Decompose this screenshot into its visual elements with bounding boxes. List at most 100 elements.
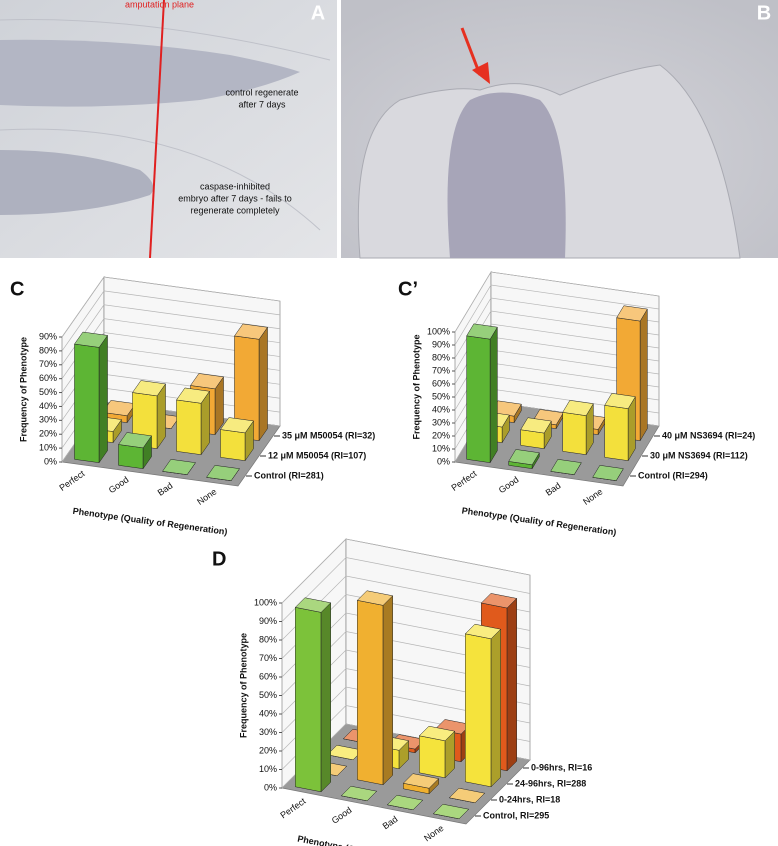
bar (464, 623, 502, 788)
x-axis-label: Phenotype (Quality of Regeneration) (72, 506, 228, 537)
x-tick-label: Bad (544, 480, 563, 497)
bar (432, 803, 470, 820)
bar (466, 323, 498, 464)
bar-face (432, 803, 470, 820)
bar-face (616, 305, 648, 322)
legend-label: 0-24hrs, RI=18 (499, 794, 560, 804)
bar-face (465, 633, 492, 788)
y-tick-label: 30% (39, 415, 57, 425)
bar (604, 393, 636, 462)
y-tick-label: 60% (39, 373, 57, 383)
bar (356, 590, 394, 786)
bar-face (419, 735, 446, 779)
y-tick-label: 20% (39, 429, 57, 439)
x-tick-label: Bad (381, 814, 400, 831)
bar-face (639, 308, 648, 442)
bar (176, 387, 210, 456)
y-tick-label: 10% (39, 442, 57, 452)
bar-face (320, 602, 331, 793)
y-tick-label: 20% (259, 745, 277, 755)
bar-face (604, 393, 636, 409)
legend-label: 35 μM M50054 (RI=32) (282, 430, 375, 440)
y-tick-label: 30% (432, 417, 450, 427)
grid-line (454, 284, 660, 346)
bar-face (132, 380, 166, 397)
annotation: embryo after 7 days - fails to (178, 193, 292, 203)
bar-face (356, 590, 394, 606)
arrow-head (472, 62, 490, 84)
x-tick-label: Perfect (449, 468, 479, 493)
bar (74, 331, 108, 464)
bar-face (562, 412, 587, 455)
y-tick-label: 40% (259, 708, 277, 718)
panel-label: C’ (398, 278, 418, 300)
bar (550, 459, 582, 475)
grid-line (61, 290, 281, 352)
bar-face (418, 725, 456, 742)
bar-face (340, 785, 378, 802)
panel-label: C (10, 278, 24, 300)
y-tick-label: 80% (259, 634, 277, 644)
legend-label: Control, RI=295 (483, 810, 549, 820)
panel-label: A (311, 2, 325, 24)
bar-face (448, 787, 486, 804)
annotation: regenerate completely (190, 205, 280, 215)
legend-label: 24-96hrs, RI=288 (515, 778, 586, 788)
blastema (447, 92, 566, 258)
annotation: amputation plane (125, 0, 194, 9)
bar-face (98, 334, 108, 464)
bar-face (489, 326, 498, 464)
bar-face (402, 773, 440, 789)
y-axis-label: Frequency of Phenotype (18, 337, 28, 442)
bar-face (550, 459, 582, 475)
bar-face (386, 794, 424, 811)
y-tick-label: 0% (264, 782, 277, 792)
y-tick-label: 50% (39, 387, 57, 397)
y-tick-label: 50% (259, 690, 277, 700)
annotation: control regenerate (225, 87, 298, 97)
bar (118, 432, 152, 470)
photo-a: amputation plane control regenerate afte… (0, 0, 337, 259)
bar-face (508, 449, 540, 466)
y-tick-label: 50% (432, 391, 450, 401)
x-tick-label: Good (497, 474, 521, 495)
fin-inhibited (0, 150, 154, 215)
bar-face (520, 417, 552, 434)
bar (418, 725, 456, 779)
grid-line (61, 276, 281, 338)
bar-face (382, 595, 393, 786)
bar-face (562, 400, 594, 416)
bar-face (234, 323, 268, 340)
bar-face (357, 600, 384, 786)
panel-label: D (212, 548, 226, 570)
y-axis-label: Frequency of Phenotype (238, 633, 248, 738)
fin-outline (0, 19, 331, 231)
bar-face (176, 387, 210, 404)
y-tick-label: 10% (259, 764, 277, 774)
bar-face (118, 432, 152, 449)
y-tick-label: 80% (432, 352, 450, 362)
y-tick-label: 100% (427, 326, 450, 336)
legend-label: 40 μM NS3694 (RI=24) (662, 430, 755, 440)
x-tick-label: Bad (156, 480, 175, 497)
y-tick-label: 10% (432, 443, 450, 453)
bar (220, 417, 254, 462)
x-tick-label: None (581, 486, 604, 507)
bar-face (480, 593, 518, 609)
bar (520, 417, 552, 450)
bar-face (466, 323, 498, 340)
y-tick-label: 70% (259, 653, 277, 663)
y-tick-label: 0% (44, 456, 57, 466)
bar-face (206, 465, 240, 481)
bar (562, 400, 594, 456)
bar (592, 465, 624, 481)
arrow-shaft (460, 27, 482, 76)
legend-label: 30 μM NS3694 (RI=112) (650, 450, 748, 460)
y-tick-label: 40% (39, 401, 57, 411)
bar-face (604, 405, 629, 461)
y-tick-label: 90% (432, 339, 450, 349)
annotation: after 7 days (238, 99, 286, 109)
y-tick-label: 70% (432, 365, 450, 375)
bar-face (74, 343, 100, 463)
